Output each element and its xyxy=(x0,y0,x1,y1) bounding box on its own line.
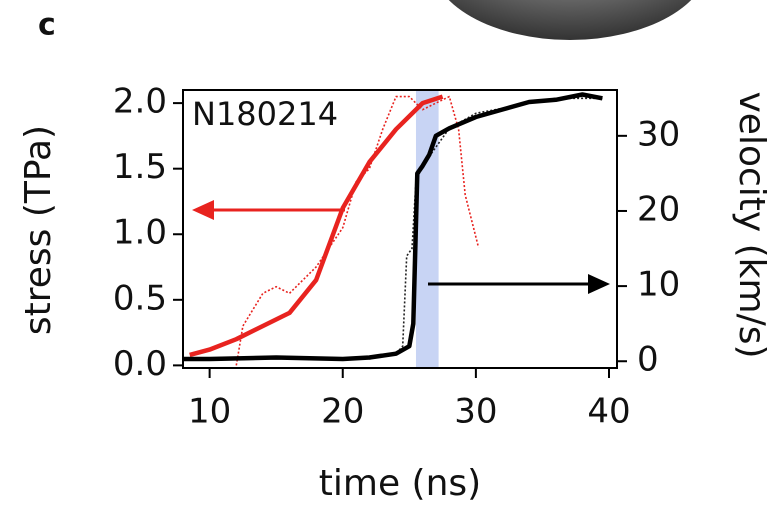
annotation: N180214 xyxy=(192,95,338,133)
arrow-left xyxy=(192,200,345,220)
y2-tick-label: 20 xyxy=(637,189,680,229)
x-tick-label: 20 xyxy=(321,392,364,432)
panel-label: c xyxy=(38,8,56,43)
arrow-right xyxy=(428,274,610,294)
y2-axis-label: velocity (km/s) xyxy=(731,91,772,358)
y-tick-label: 2.0 xyxy=(113,82,167,122)
series-line xyxy=(235,95,480,366)
y-axis-label: stress (TPa) xyxy=(18,125,59,335)
x-tick-label: 40 xyxy=(587,392,630,432)
x-tick-label: 10 xyxy=(188,392,231,432)
highlight-band xyxy=(415,90,439,368)
plot-frame xyxy=(182,89,618,369)
y2-tick-label: 0 xyxy=(637,340,659,380)
series-line xyxy=(189,94,444,358)
plot: 10 20 30 40 0.0 0.5 1.0 1.5 2.0 0 10 20 30 xyxy=(113,82,680,432)
y2-tick-label: 30 xyxy=(637,114,680,154)
y-tick-label: 0.5 xyxy=(113,278,167,318)
y-tick-label: 1.0 xyxy=(113,213,167,253)
x-axis-label: time (ns) xyxy=(319,463,481,504)
y-tick-label: 0.0 xyxy=(113,344,167,384)
series-line xyxy=(183,92,603,362)
series-line xyxy=(369,97,603,360)
x-tick-label: 30 xyxy=(454,392,497,432)
photo-fragment xyxy=(448,0,692,40)
y2-tick-label: 10 xyxy=(637,265,680,305)
y-tick-label: 1.5 xyxy=(113,147,167,187)
